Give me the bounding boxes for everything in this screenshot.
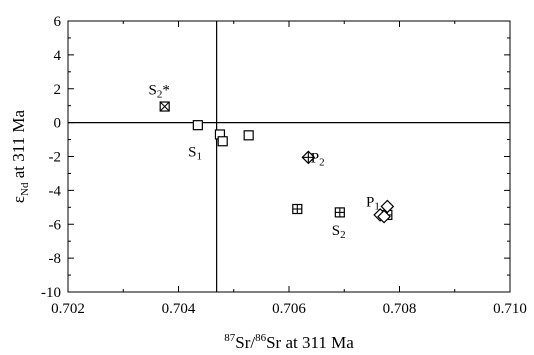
annotation-s2: S2 (332, 223, 346, 241)
data-point-square-plus (292, 203, 303, 215)
annotation-p1: P1 (366, 194, 380, 212)
x-tick-label: 0.706 (272, 301, 306, 317)
y-axis-label-rest: at 311 Ma (9, 109, 28, 182)
axis-ticks (67, 20, 511, 293)
y-tick-label: 6 (54, 14, 62, 30)
data-point-square-plus (334, 207, 345, 218)
y-tick-label: -8 (49, 251, 62, 267)
x-axis-label: 87Sr/86Sr at 311 Ma (224, 332, 354, 352)
annotation-p2: P2 (311, 150, 325, 168)
y-tick-labels: 6 4 2 0 -2 -4 -6 -8 -10 (41, 14, 62, 301)
reference-lines (68, 21, 510, 292)
data-point-square-x (159, 101, 170, 112)
annotation-s1: S1 (188, 144, 202, 162)
data-point-diamond (380, 199, 395, 214)
y-tick-label: 4 (54, 48, 62, 64)
x-tick-label: 0.710 (493, 301, 527, 317)
x-axis-label-sup2: 86 (255, 332, 267, 344)
y-axis-label: εNd at 311 Ma (9, 109, 31, 203)
x-tick-labels: 0.702 0.704 0.706 0.708 0.710 (51, 301, 527, 317)
data-point-square (217, 136, 228, 147)
data-point-square (192, 120, 203, 131)
data-point-square (243, 130, 254, 141)
y-tick-label: -6 (49, 217, 62, 233)
x-axis-label-part-a: Sr/ (235, 333, 255, 352)
data-point-diamond-plus (301, 150, 316, 165)
annotation-s2star: S2* (148, 83, 169, 101)
annotation-sub: 2 (157, 89, 163, 101)
annotation-sub: 2 (319, 156, 325, 168)
annotation-main: S (148, 83, 156, 99)
x-tick-label: 0.704 (162, 301, 196, 317)
annotation-main: P (311, 150, 319, 166)
plot-area (67, 20, 511, 293)
annotation-sub: 1 (374, 200, 380, 212)
data-points (159, 101, 395, 224)
x-tick-label: 0.702 (51, 301, 85, 317)
annotation-main: S (188, 144, 196, 160)
y-tick-label: 2 (54, 82, 62, 98)
y-tick-label: 0 (54, 116, 62, 132)
data-point-diamond (377, 209, 391, 224)
annotation-main: S (332, 223, 340, 239)
x-tick-label: 0.708 (383, 301, 417, 317)
y-tick-label: -10 (41, 285, 61, 301)
y-tick-label: -4 (49, 183, 62, 199)
annotation-sub: 1 (196, 150, 202, 162)
x-axis-label-sup1: 87 (224, 332, 236, 344)
x-axis-label-part-b: Sr at 311 Ma (266, 333, 354, 352)
annotation-sub: 2 (340, 229, 346, 241)
annotation-main: P (366, 194, 374, 210)
y-axis-label-epsilon: ε (9, 196, 28, 203)
annotation-suffix: * (162, 83, 170, 99)
y-axis-label-sub: Nd (19, 182, 31, 196)
y-tick-label: -2 (49, 150, 62, 166)
